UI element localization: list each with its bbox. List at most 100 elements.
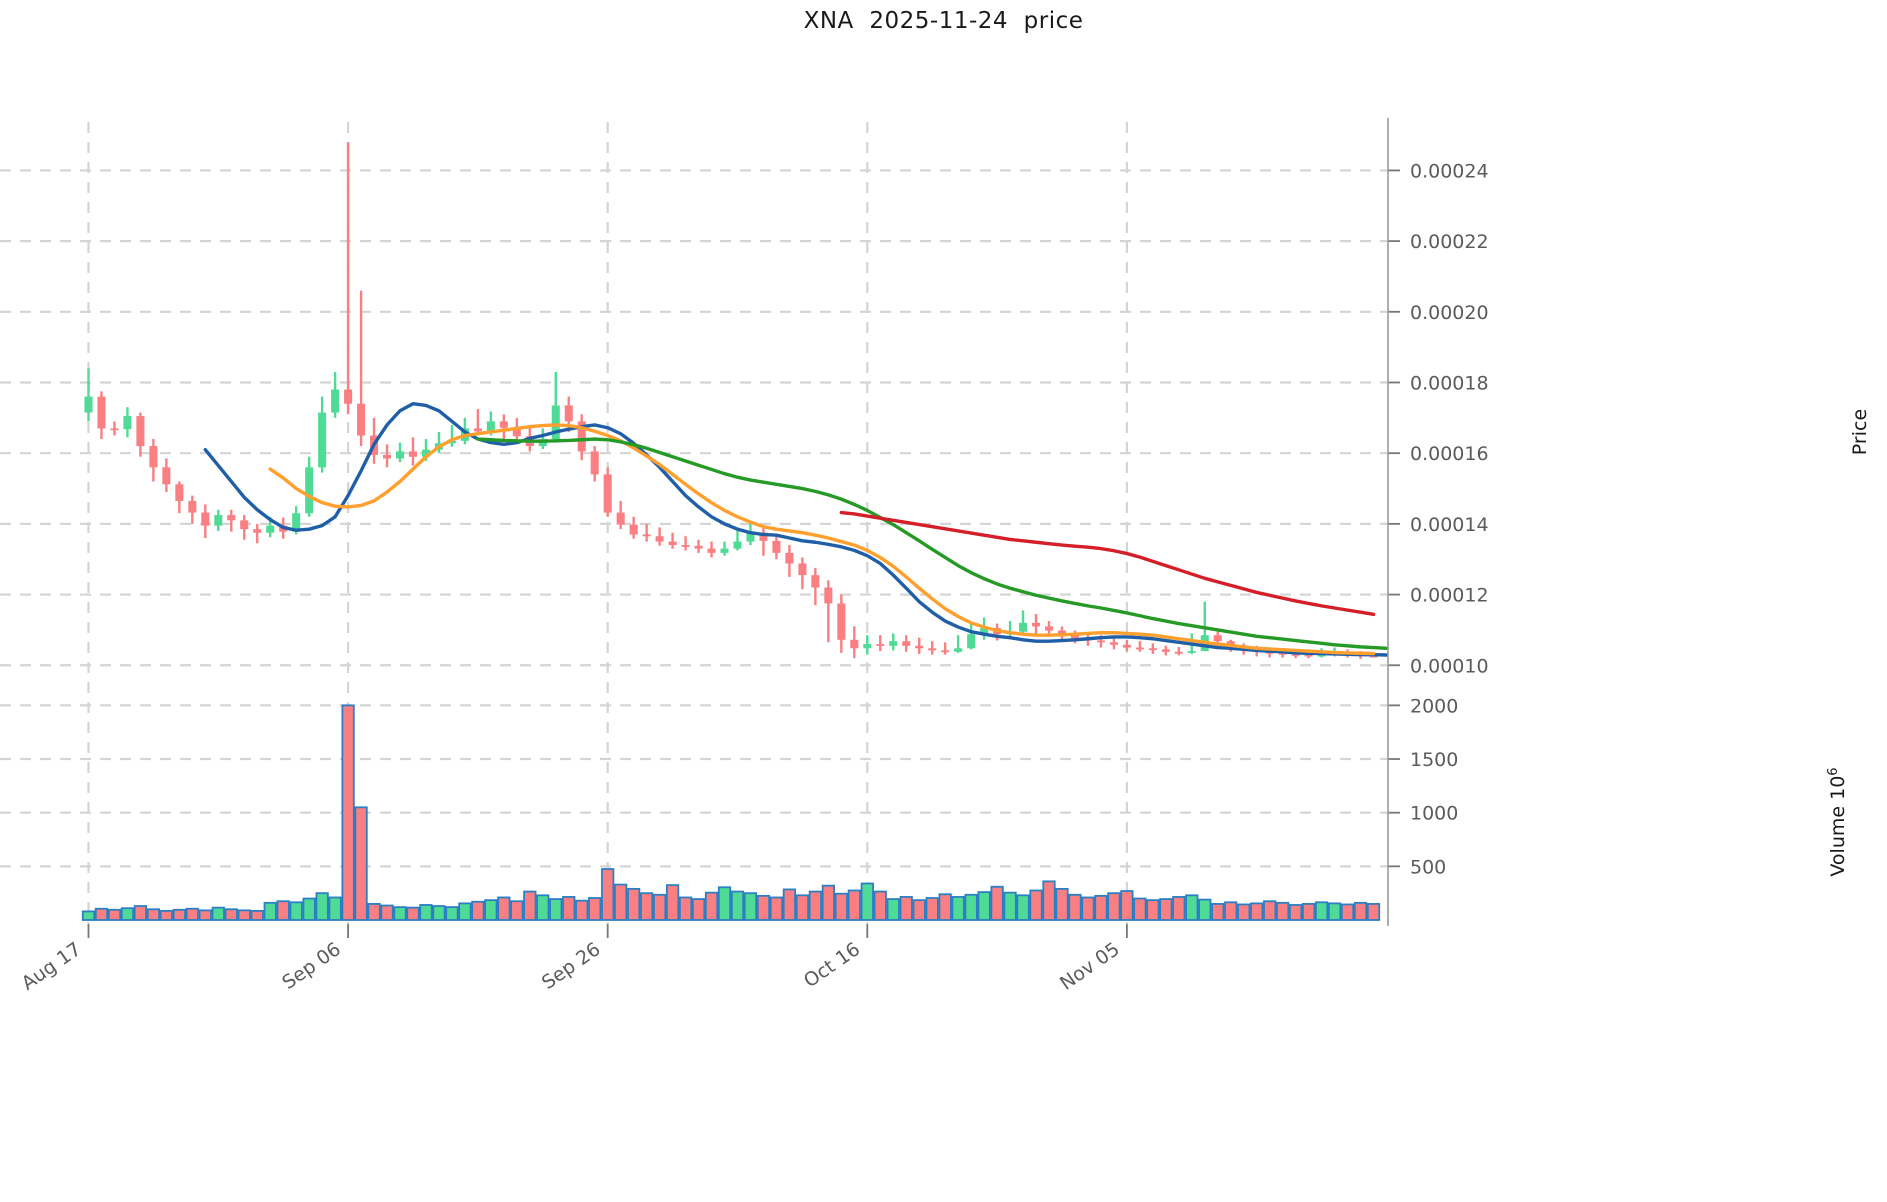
volume-bar (562, 896, 576, 921)
candlestick (694, 539, 703, 553)
candlestick (902, 635, 911, 652)
candlestick (577, 414, 586, 461)
candle-body (227, 515, 236, 521)
volume-bar (873, 890, 887, 921)
volume-bar (1250, 902, 1264, 921)
volume-bar (1068, 893, 1082, 921)
candle-body (201, 512, 210, 526)
candlestick (188, 495, 197, 524)
candle-body (1057, 630, 1067, 636)
candle-body (123, 416, 132, 430)
candle-body (162, 467, 171, 485)
volume-bar (120, 907, 135, 921)
volume-bar (471, 900, 485, 921)
candle-body (746, 532, 755, 542)
volume-bar (276, 900, 290, 921)
volume-bar (717, 886, 732, 921)
chart-title: XNA 2025-11-24 price (803, 8, 1084, 34)
volume-axis-title: Volume 106 (1826, 767, 1850, 876)
candlestick (357, 290, 366, 447)
volume-bar (315, 892, 329, 921)
x-tick-label: Nov 05 (1056, 938, 1124, 995)
candle-body (1213, 635, 1222, 642)
volume-bar (821, 884, 835, 921)
candlestick (1148, 643, 1157, 654)
candle-body (824, 587, 833, 604)
volume-bar (899, 896, 913, 921)
candlestick (1161, 645, 1170, 656)
candle-body (1187, 651, 1196, 653)
volume-bar (886, 898, 900, 921)
candlestick (889, 633, 898, 651)
candle-body (1109, 642, 1118, 645)
candle-body (383, 454, 392, 459)
x-tick-label: Aug 17 (18, 938, 86, 995)
volume-bar (834, 892, 848, 921)
volume-bar (1107, 892, 1121, 921)
volume-grid-group (0, 704, 1388, 868)
candle-body (136, 416, 145, 447)
volume-tick-label: 1000 (1410, 803, 1458, 825)
candle-body (97, 396, 106, 429)
volume-bar (1224, 901, 1238, 921)
candle-body (110, 428, 119, 431)
candlestick (1135, 641, 1144, 652)
volume-bar (1094, 894, 1108, 921)
candle-body (655, 536, 664, 542)
price-tick-label: 0.00024 (1410, 160, 1489, 182)
candle-body (889, 641, 898, 646)
candlestick (629, 516, 638, 539)
candle-body (564, 405, 573, 422)
candlestick (941, 642, 950, 655)
volume-bar (393, 906, 407, 921)
candlestick (240, 515, 249, 540)
candlestick (136, 412, 145, 457)
candle-body (1174, 651, 1183, 654)
candlestick (1122, 639, 1131, 652)
candle-body (486, 421, 495, 432)
candle-body (863, 644, 872, 649)
ma-long-green-line (476, 437, 1389, 650)
candlestick (110, 421, 119, 436)
volume-bar (730, 890, 745, 921)
volume-bar (860, 882, 874, 921)
candle-body (785, 552, 794, 564)
volume-bar (743, 892, 758, 921)
candle-body (577, 421, 586, 452)
candle-body (331, 389, 340, 413)
volume-bar (808, 890, 822, 921)
candle-body (1291, 653, 1300, 656)
candlestick (447, 424, 456, 447)
volume-bar (1314, 901, 1329, 921)
price-tick-label: 0.00020 (1410, 302, 1489, 324)
candle-body (668, 541, 677, 546)
price-tick-label: 0.00022 (1410, 231, 1489, 253)
candle-body (1032, 622, 1041, 627)
candlestick (499, 414, 508, 440)
volume-bar (510, 900, 524, 921)
volume-bar (263, 901, 277, 921)
candlestick (1032, 614, 1041, 636)
volume-bar (1172, 896, 1186, 921)
candlestick (253, 523, 262, 544)
price-tick-label: 0.00016 (1410, 443, 1489, 465)
candle-body (1369, 655, 1378, 658)
candlestick (850, 626, 859, 659)
candle-body (1070, 635, 1079, 639)
candlestick (214, 509, 223, 531)
candle-body (357, 403, 366, 436)
candle-body (772, 540, 781, 553)
candle-body (707, 548, 716, 553)
volume-bar (795, 894, 810, 921)
price-axis-ticks: 0.00024 0.00022 0.00020 0.00018 0.00016 0.000… (1388, 160, 1489, 677)
volume-bar (1263, 900, 1277, 921)
volume-bar (1366, 903, 1381, 921)
volume-bar (977, 891, 991, 921)
candle-body (344, 389, 353, 404)
candle-body (253, 529, 262, 533)
volume-bar (627, 887, 641, 921)
candlestick (123, 407, 132, 438)
volume-bar (146, 908, 161, 921)
candlestick (1174, 646, 1183, 656)
